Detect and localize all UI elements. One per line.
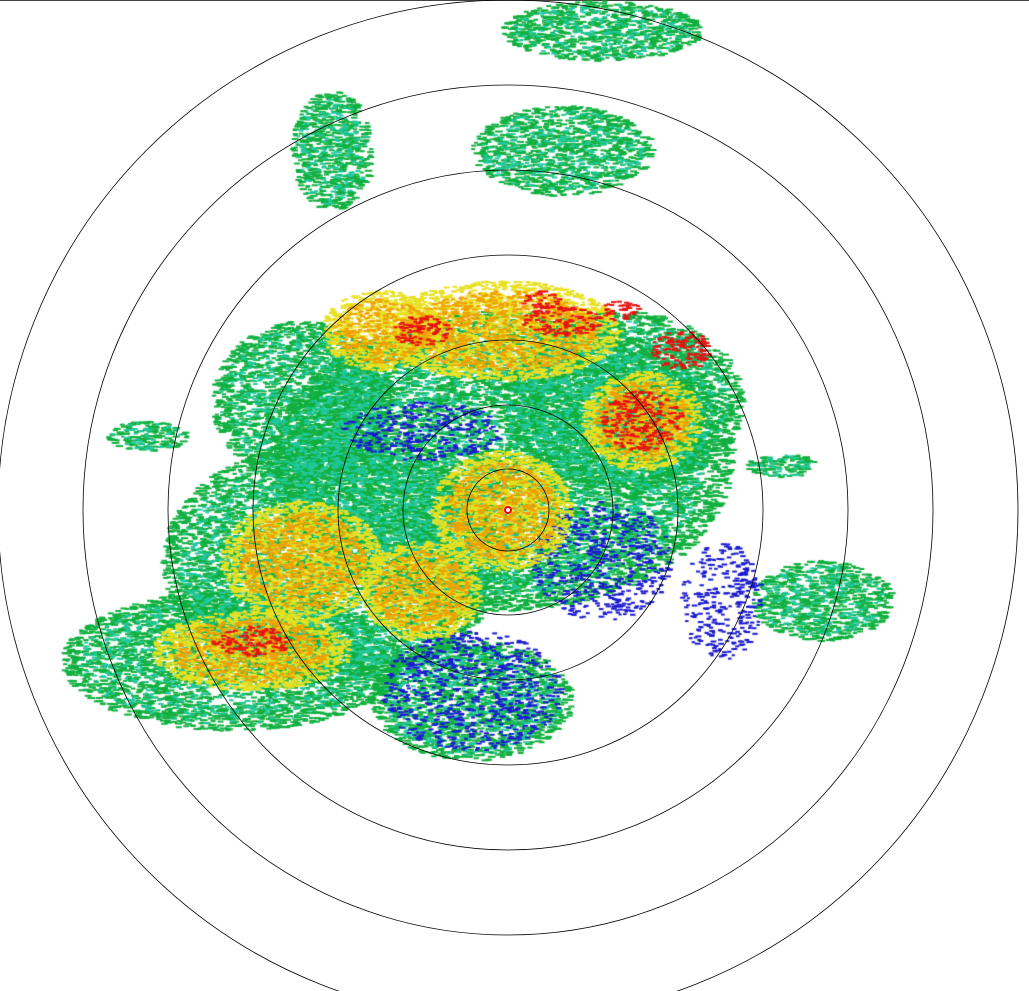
range-ring-2 <box>402 404 614 616</box>
range-ring-4 <box>252 254 764 766</box>
range-ring-5 <box>167 169 849 851</box>
radar-site-marker <box>504 506 512 514</box>
range-ring-1 <box>466 468 550 552</box>
range-ring-3 <box>337 339 679 681</box>
range-ring-6 <box>82 84 934 936</box>
